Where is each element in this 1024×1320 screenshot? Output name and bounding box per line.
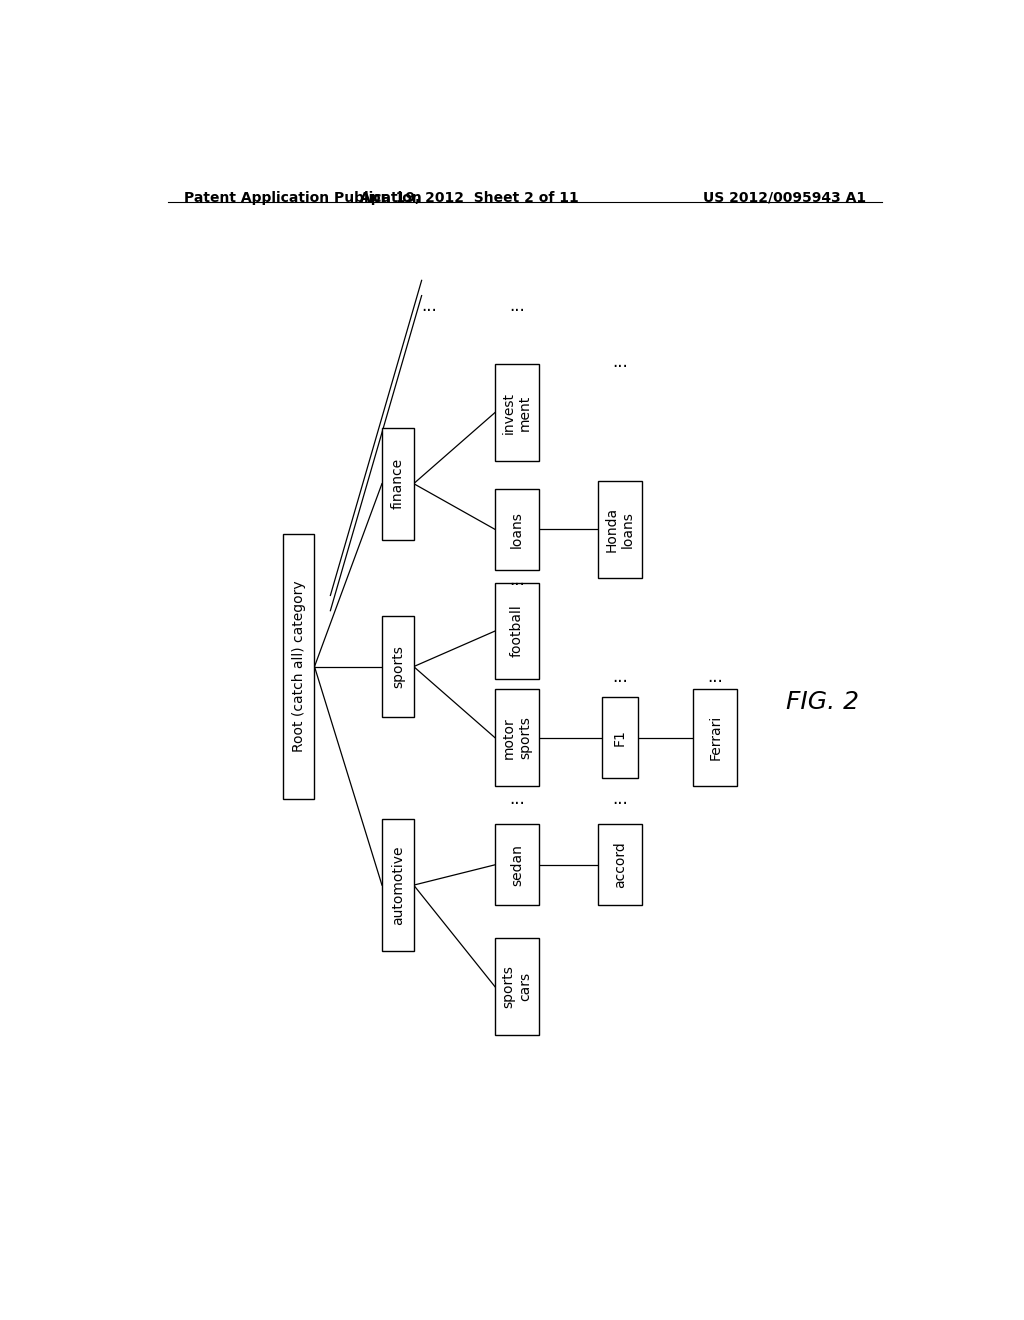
- Text: ...: ...: [422, 297, 437, 314]
- FancyBboxPatch shape: [495, 364, 539, 461]
- Text: invest
ment: invest ment: [502, 392, 531, 433]
- Text: ...: ...: [612, 668, 628, 686]
- Text: football: football: [510, 605, 524, 657]
- Text: ...: ...: [509, 297, 524, 314]
- Text: automotive: automotive: [391, 845, 404, 925]
- Text: loans: loans: [510, 511, 524, 548]
- Text: ...: ...: [509, 789, 524, 808]
- Text: Root (catch all) category: Root (catch all) category: [292, 581, 305, 752]
- Text: motor
sports: motor sports: [502, 717, 531, 759]
- Text: Honda
loans: Honda loans: [605, 507, 635, 552]
- FancyBboxPatch shape: [382, 615, 414, 718]
- Text: US 2012/0095943 A1: US 2012/0095943 A1: [702, 191, 866, 205]
- Text: F1: F1: [613, 730, 627, 746]
- FancyBboxPatch shape: [495, 582, 539, 680]
- Text: ...: ...: [612, 352, 628, 371]
- Text: sedan: sedan: [510, 843, 524, 886]
- FancyBboxPatch shape: [598, 824, 642, 906]
- Text: Patent Application Publication: Patent Application Publication: [183, 191, 421, 205]
- FancyBboxPatch shape: [598, 480, 642, 578]
- Text: FIG. 2: FIG. 2: [785, 690, 859, 714]
- Text: ...: ...: [612, 789, 628, 808]
- Text: Apr. 19, 2012  Sheet 2 of 11: Apr. 19, 2012 Sheet 2 of 11: [359, 191, 579, 205]
- Text: finance: finance: [391, 458, 404, 510]
- FancyBboxPatch shape: [693, 689, 737, 785]
- FancyBboxPatch shape: [495, 939, 539, 1035]
- Text: sports: sports: [391, 645, 404, 688]
- FancyBboxPatch shape: [495, 824, 539, 906]
- Text: ...: ...: [708, 668, 723, 686]
- Text: Ferrari: Ferrari: [709, 715, 722, 760]
- FancyBboxPatch shape: [495, 488, 539, 570]
- FancyBboxPatch shape: [382, 818, 414, 952]
- FancyBboxPatch shape: [382, 428, 414, 540]
- FancyBboxPatch shape: [283, 535, 314, 799]
- FancyBboxPatch shape: [602, 697, 638, 779]
- Text: sports
cars: sports cars: [502, 965, 531, 1008]
- Text: ...: ...: [509, 572, 524, 589]
- FancyBboxPatch shape: [495, 689, 539, 785]
- Text: accord: accord: [613, 841, 627, 888]
